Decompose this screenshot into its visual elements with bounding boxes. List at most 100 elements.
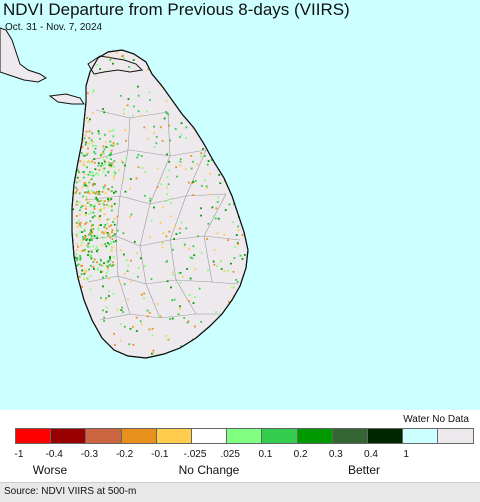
ndvi-pixel <box>153 131 155 134</box>
ndvi-pixel <box>104 141 107 144</box>
ndvi-pixel <box>105 311 108 313</box>
ndvi-pixel <box>166 176 169 178</box>
ndvi-pixel <box>92 211 95 214</box>
ndvi-pixel <box>165 235 168 238</box>
ndvi-pixel <box>197 235 199 238</box>
ndvi-pixel <box>190 167 193 170</box>
ndvi-pixel <box>103 207 106 209</box>
ndvi-pixel <box>151 334 154 337</box>
ndvi-pixel <box>108 225 111 228</box>
ndvi-pixel <box>96 190 98 193</box>
ndvi-pixel <box>81 231 83 233</box>
ndvi-pixel <box>127 98 130 100</box>
ndvi-pixel <box>170 202 172 205</box>
ndvi-pixel <box>234 246 237 248</box>
ndvi-pixel <box>94 168 97 171</box>
ndvi-pixel <box>166 193 168 195</box>
ndvi-pixel <box>82 161 85 164</box>
ndvi-pixel <box>233 257 236 259</box>
ndvi-pixel <box>211 206 214 209</box>
ndvi-pixel <box>92 145 95 147</box>
ndvi-pixel <box>89 171 91 173</box>
ndvi-pixel <box>96 250 98 253</box>
ndvi-pixel <box>187 320 190 323</box>
ndvi-pixel <box>103 148 106 151</box>
ndvi-pixel <box>149 200 151 202</box>
ndvi-pixel <box>107 198 109 200</box>
ndvi-pixel <box>207 160 210 162</box>
legend-swatch <box>331 428 368 444</box>
ndvi-pixel <box>103 159 105 161</box>
ndvi-pixel <box>113 191 115 194</box>
ndvi-pixel <box>90 178 93 180</box>
ndvi-pixel <box>110 190 113 192</box>
ndvi-pixel <box>159 179 161 182</box>
ndvi-pixel <box>108 164 111 167</box>
ndvi-pixel <box>236 281 239 283</box>
ndvi-pixel <box>168 124 170 127</box>
ndvi-pixel <box>209 193 212 196</box>
ndvi-pixel <box>228 301 230 303</box>
legend-swatch <box>437 428 474 444</box>
ndvi-pixel <box>106 197 109 199</box>
ndvi-pixel <box>97 164 100 167</box>
ndvi-pixel <box>87 92 89 95</box>
ndvi-pixel <box>189 277 192 280</box>
ndvi-pixel <box>155 136 158 138</box>
ndvi-pixel <box>98 228 100 231</box>
ndvi-pixel <box>113 203 116 205</box>
ndvi-pixel <box>114 240 117 242</box>
ndvi-pixel <box>109 162 111 165</box>
legend-tick-label: 0.2 <box>293 449 308 460</box>
ndvi-pixel <box>132 114 134 117</box>
ndvi-pixel <box>119 339 122 342</box>
ndvi-pixel <box>199 155 202 158</box>
ndvi-pixel <box>83 182 86 184</box>
ndvi-pixel <box>76 235 79 238</box>
ndvi-pixel <box>94 192 97 195</box>
ndvi-pixel <box>107 266 109 269</box>
ndvi-pixel <box>91 190 93 193</box>
ndvi-pixel <box>86 202 89 204</box>
ndvi-pixel <box>88 137 91 139</box>
ndvi-pixel <box>169 139 171 142</box>
ndvi-pixel <box>82 204 85 207</box>
ndvi-pixel <box>83 228 86 231</box>
ndvi-pixel <box>98 193 101 196</box>
ndvi-pixel <box>116 229 119 232</box>
ndvi-pixel <box>90 251 93 253</box>
ndvi-pixel <box>216 232 219 235</box>
legend-tick-label: 0.4 <box>364 449 378 460</box>
ndvi-pixel <box>81 285 83 288</box>
ndvi-pixel <box>123 272 126 275</box>
ndvi-pixel <box>101 231 104 234</box>
ndvi-pixel <box>77 203 79 206</box>
ndvi-pixel <box>177 272 180 274</box>
ndvi-pixel <box>79 213 81 216</box>
ndvi-pixel <box>135 177 138 180</box>
ndvi-pixel <box>115 52 118 54</box>
ndvi-pixel <box>101 152 104 154</box>
ndvi-pixel <box>146 315 149 318</box>
ndvi-pixel <box>179 232 181 234</box>
ndvi-pixel <box>92 183 94 186</box>
ndvi-pixel <box>137 110 140 113</box>
ndvi-pixel <box>110 241 113 244</box>
ndvi-pixel <box>74 192 77 194</box>
legend-tick-label: -0.2 <box>115 449 134 460</box>
ndvi-pixel <box>87 120 90 123</box>
ndvi-pixel <box>90 231 93 234</box>
ndvi-pixel <box>167 183 170 186</box>
map-area: NDVI Departure from Previous 8-days (VII… <box>0 0 480 410</box>
ndvi-pixel <box>104 184 106 187</box>
ndvi-pixel <box>156 303 159 305</box>
ndvi-pixel <box>101 199 103 202</box>
ndvi-pixel <box>187 300 190 302</box>
ndvi-pixel <box>103 226 106 229</box>
ndvi-pixel <box>144 171 147 174</box>
ndvi-pixel <box>77 169 79 172</box>
ndvi-pixel <box>105 146 108 148</box>
ndvi-pixel <box>113 170 116 173</box>
ndvi-pixel <box>214 217 217 220</box>
ndvi-pixel <box>132 105 135 108</box>
